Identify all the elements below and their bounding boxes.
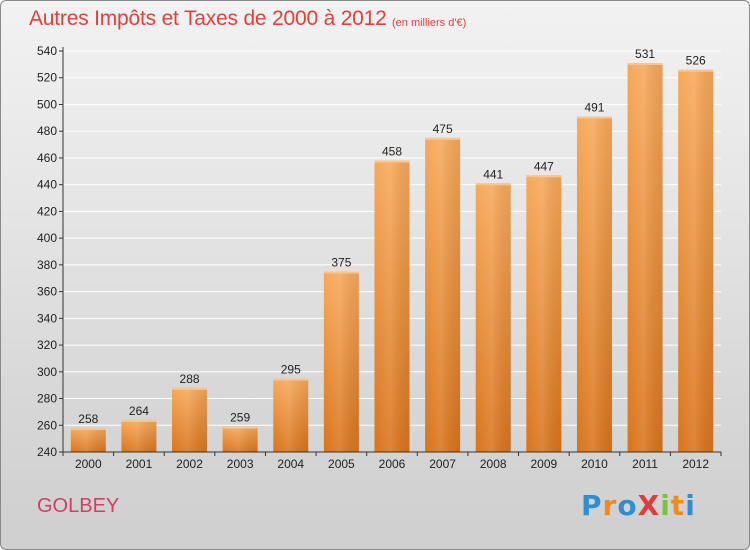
y-tick-label: 320: [37, 338, 57, 352]
bar: [374, 160, 410, 452]
bar-top-edge: [627, 63, 663, 66]
bar-top-edge: [475, 183, 511, 186]
logo-letter: i: [660, 489, 671, 522]
x-tick-label: 2012: [682, 457, 709, 471]
bar-shine: [172, 387, 208, 452]
bar: [273, 378, 309, 452]
y-tick-label: 240: [37, 445, 57, 459]
x-axis-ticks: 2000 2001 2002 2003 2004 2005 2006 2007 2008 2009…: [62, 452, 722, 471]
x-tick-label: 2000: [75, 457, 102, 471]
bar-shine: [70, 427, 106, 452]
logo-letter: r: [602, 489, 618, 522]
logo-letter: t: [670, 489, 686, 522]
logo-letter: P: [581, 489, 603, 522]
y-tick-label: 460: [37, 151, 57, 165]
y-tick-label: 380: [37, 258, 57, 272]
axes: [62, 47, 721, 453]
bar-top-edge: [576, 116, 612, 119]
y-tick-label: 440: [37, 178, 57, 192]
data-label: 264: [129, 404, 149, 418]
bar-shine: [576, 116, 612, 452]
bar: [627, 63, 663, 452]
bar-shine: [222, 426, 258, 452]
bar: [475, 183, 511, 452]
bars: [70, 63, 714, 453]
y-tick-label: 280: [37, 392, 57, 406]
bar-top-edge: [526, 175, 562, 178]
data-label: 375: [331, 256, 351, 270]
bar-shine: [627, 63, 663, 452]
bar-shine: [425, 137, 461, 452]
x-tick-label: 2006: [379, 457, 406, 471]
bar-shine: [678, 69, 714, 453]
y-tick-label: 260: [37, 418, 57, 432]
data-label: 447: [534, 159, 554, 173]
chart-title: Autres Impôts et Taxes de 2000 à 2012: [29, 7, 387, 30]
proxiti-logo: ProXiti: [581, 489, 696, 522]
bar-shine: [121, 419, 157, 452]
data-label: 259: [230, 411, 250, 425]
data-label: 288: [180, 372, 200, 386]
bar: [70, 427, 106, 452]
logo-letter: X: [637, 489, 661, 522]
bar: [121, 419, 157, 452]
x-tick-label: 2002: [176, 457, 203, 471]
data-label: 295: [281, 362, 301, 376]
logo-letter: i: [685, 489, 696, 522]
data-label: 491: [584, 100, 604, 114]
y-tick-label: 400: [37, 231, 57, 245]
y-tick-label: 340: [37, 311, 57, 325]
data-label: 531: [635, 47, 655, 61]
bar: [425, 137, 461, 452]
bar: [172, 387, 208, 452]
bar-top-edge: [70, 427, 106, 430]
bar-top-edge: [121, 419, 157, 422]
y-tick-label: 480: [37, 124, 57, 138]
bar-top-edge: [678, 69, 714, 72]
value-labels: 258 264 288 259 295 375 458 475 441 447 491 531 526: [78, 47, 706, 426]
y-tick-label: 540: [37, 44, 57, 58]
bar-shine: [526, 175, 562, 452]
bar-shine: [475, 183, 511, 452]
y-tick-label: 360: [37, 285, 57, 299]
commune-name: GOLBEY: [37, 495, 120, 517]
y-tick-label: 500: [37, 97, 57, 111]
bar-shine: [273, 378, 309, 452]
x-tick-label: 2011: [632, 457, 658, 471]
x-tick-label: 2008: [480, 457, 507, 471]
y-tick-label: 300: [37, 365, 57, 379]
x-tick-label: 2003: [227, 457, 254, 471]
bar-top-edge: [425, 137, 461, 140]
y-axis-ticks: 240 260 280 300 320 340 360 380 400 420 440 460 480 5…: [37, 44, 63, 459]
bar-top-edge: [273, 378, 309, 381]
bar-top-edge: [172, 387, 208, 390]
x-tick-label: 2001: [126, 457, 153, 471]
x-tick-label: 2009: [530, 457, 557, 471]
bar: [222, 426, 258, 452]
bar: [678, 69, 714, 453]
data-label: 258: [78, 412, 98, 426]
bar-shine: [323, 271, 359, 452]
data-label: 458: [382, 145, 402, 159]
x-tick-label: 2004: [277, 457, 304, 471]
bar: [576, 116, 612, 452]
bar-top-edge: [374, 160, 410, 163]
x-tick-label: 2005: [328, 457, 355, 471]
y-tick-label: 420: [37, 204, 57, 218]
data-label: 526: [686, 54, 706, 68]
logo-letter: o: [617, 489, 638, 522]
x-tick-label: 2010: [581, 457, 608, 471]
y-tick-label: 520: [37, 71, 57, 85]
bar-top-edge: [222, 426, 258, 429]
x-tick-label: 2007: [429, 457, 456, 471]
bar-shine: [374, 160, 410, 452]
bar-top-edge: [323, 271, 359, 274]
chart-subtitle: (en milliers d'€): [392, 17, 467, 29]
data-label: 441: [483, 167, 503, 181]
bar: [323, 271, 359, 452]
data-label: 475: [433, 122, 453, 136]
bar: [526, 175, 562, 452]
